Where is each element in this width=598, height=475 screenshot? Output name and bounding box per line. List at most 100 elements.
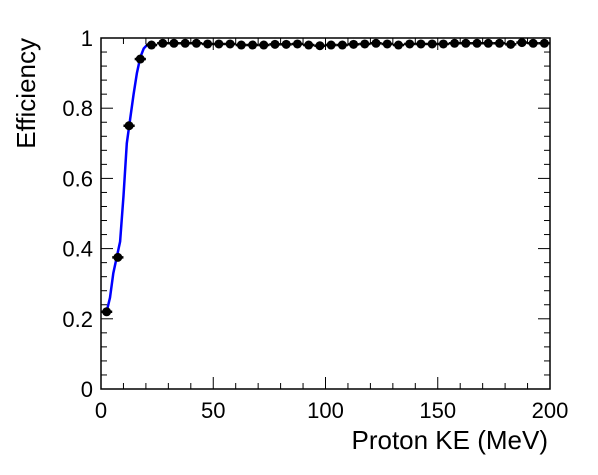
y-axis-title: Efficiency: [11, 38, 41, 149]
data-point: [202, 39, 214, 49]
data-marker: [158, 38, 168, 48]
data-point: [112, 252, 124, 262]
data-marker: [349, 39, 359, 49]
data-marker: [259, 40, 269, 50]
data-point: [460, 38, 472, 48]
data-marker: [225, 39, 235, 49]
data-marker: [169, 38, 179, 48]
data-point: [482, 38, 494, 48]
data-points-layer: [101, 38, 550, 317]
data-marker: [214, 39, 224, 49]
data-marker: [304, 40, 314, 50]
data-marker: [393, 40, 403, 50]
fit-curve-layer: [105, 42, 151, 313]
data-point: [224, 39, 236, 49]
y-tick-label: 0.8: [62, 96, 93, 121]
data-point: [101, 307, 113, 317]
data-marker: [472, 38, 482, 48]
y-tick-label: 1: [81, 26, 93, 51]
efficiency-fit-curve: [105, 42, 151, 313]
data-marker: [517, 38, 527, 48]
data-marker: [416, 39, 426, 49]
data-point: [359, 39, 371, 49]
data-marker: [382, 39, 392, 49]
data-point: [168, 38, 180, 48]
y-tick-label: 0.2: [62, 307, 93, 332]
data-point: [280, 39, 292, 49]
tick-labels-layer: 0 50 100 150 200 0 0.2 0.4 0.6 0.8 1: [62, 26, 568, 423]
data-marker: [180, 38, 190, 48]
data-marker: [135, 54, 145, 64]
data-point: [426, 39, 438, 49]
data-marker: [147, 40, 157, 50]
data-point: [381, 39, 393, 49]
data-point: [448, 38, 461, 48]
data-marker: [371, 38, 381, 48]
data-marker: [326, 40, 336, 50]
data-marker: [405, 39, 415, 49]
data-marker: [427, 39, 437, 49]
y-tick-label: 0.4: [62, 237, 93, 262]
data-marker: [270, 39, 280, 49]
data-marker: [494, 38, 504, 48]
data-point: [269, 39, 281, 49]
data-point: [336, 40, 348, 50]
data-point: [291, 39, 304, 49]
data-point: [404, 39, 416, 49]
data-point: [134, 54, 146, 64]
data-point: [471, 38, 483, 48]
data-point: [258, 40, 270, 50]
data-point: [179, 38, 191, 48]
data-marker: [248, 40, 258, 50]
data-point: [325, 40, 337, 50]
data-point: [516, 38, 528, 48]
data-marker: [236, 40, 246, 50]
data-marker: [203, 39, 213, 49]
axis-ticks-layer: [100, 37, 551, 390]
data-marker: [438, 39, 448, 49]
data-marker: [450, 38, 460, 48]
data-point: [527, 38, 539, 48]
data-point: [213, 39, 225, 49]
data-point: [303, 40, 315, 50]
x-tick-label: 50: [201, 398, 225, 423]
data-point: [505, 39, 517, 49]
y-tick-label: 0.6: [62, 166, 93, 191]
data-marker: [528, 38, 538, 48]
data-point: [235, 40, 247, 50]
data-point: [123, 121, 135, 131]
data-marker: [124, 121, 134, 131]
data-point: [314, 41, 326, 51]
x-tick-label: 0: [95, 398, 107, 423]
data-marker: [539, 38, 549, 48]
data-point: [415, 39, 427, 49]
data-marker: [113, 252, 123, 262]
x-tick-label: 200: [532, 398, 569, 423]
x-tick-label: 100: [307, 398, 344, 423]
data-marker: [102, 307, 112, 317]
y-tick-label: 0: [81, 377, 93, 402]
data-marker: [483, 38, 493, 48]
data-point: [392, 40, 405, 50]
data-marker: [281, 39, 291, 49]
x-tick-label: 150: [419, 398, 456, 423]
data-marker: [506, 39, 516, 49]
data-point: [493, 38, 506, 48]
data-marker: [315, 41, 325, 51]
data-point: [538, 38, 550, 48]
data-point: [370, 38, 382, 48]
data-marker: [337, 40, 347, 50]
data-marker: [360, 39, 370, 49]
data-marker: [292, 39, 302, 49]
data-point: [157, 38, 169, 48]
data-point: [347, 39, 360, 49]
data-point: [190, 38, 203, 48]
data-point: [145, 40, 158, 50]
data-marker: [461, 38, 471, 48]
data-marker: [191, 38, 201, 48]
data-point: [246, 40, 259, 50]
data-point: [437, 39, 449, 49]
x-axis-title: Proton KE (MeV): [351, 425, 548, 455]
